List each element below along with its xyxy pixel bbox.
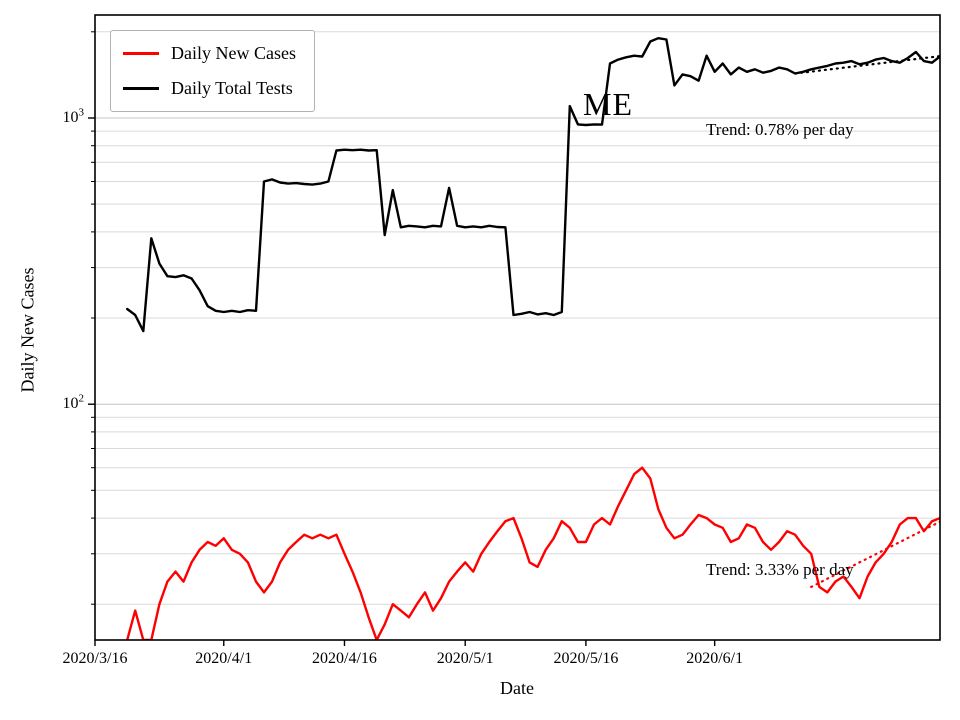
trend-line-cases: [810, 520, 940, 589]
legend-item-daily-new-cases: Daily New Cases: [123, 43, 296, 64]
trend-line-tests: [793, 54, 940, 75]
x-tick-label: 2020/3/16: [62, 650, 128, 667]
x-tick-label: 2020/5/1: [436, 650, 494, 667]
x-tick-label: 2020/6/1: [686, 650, 744, 667]
axes-box: [94, 14, 941, 641]
legend: Daily New Cases Daily Total Tests: [110, 30, 315, 112]
legend-item-daily-total-tests: Daily Total Tests: [123, 78, 296, 99]
x-tick-label: 2020/4/16: [312, 650, 377, 667]
x-tick-label: 2020/5/16: [553, 650, 619, 667]
y-tick-label: 102: [62, 392, 85, 413]
x-tick-label: 2020/4/1: [195, 650, 253, 667]
trend-annotation-cases: Trend: 3.33% per day: [706, 560, 854, 579]
series-line-daily-total-tests: [125, 37, 940, 333]
y-tick-label: 103: [62, 106, 85, 126]
legend-label-daily-new-cases: Daily New Cases: [171, 43, 296, 63]
red-line-sample-icon: [123, 52, 159, 55]
state-label: ME: [583, 86, 633, 122]
series-line-daily-new-cases: [125, 466, 940, 640]
legend-label-daily-total-tests: Daily Total Tests: [171, 78, 293, 98]
black-line-sample-icon: [123, 87, 159, 90]
x-axis-label: Date: [500, 678, 534, 698]
y-axis-label: Daily New Cases: [17, 267, 38, 393]
trend-annotation-tests: Trend: 0.78% per day: [706, 120, 854, 139]
